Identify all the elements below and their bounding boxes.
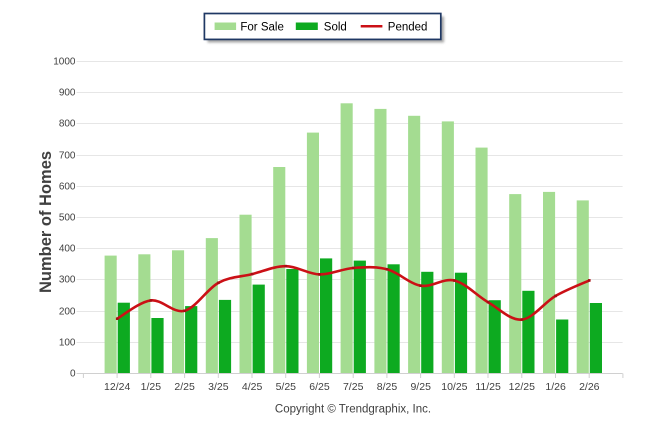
svg-text:1000: 1000 — [53, 57, 76, 68]
svg-text:Number of Homes: Number of Homes — [37, 151, 55, 293]
svg-text:2/26: 2/26 — [579, 381, 600, 393]
svg-text:4/25: 4/25 — [242, 381, 263, 393]
svg-text:600: 600 — [59, 182, 76, 193]
svg-text:100: 100 — [59, 338, 76, 349]
svg-text:Pended: Pended — [388, 22, 428, 34]
svg-text:500: 500 — [59, 213, 76, 224]
svg-text:2/25: 2/25 — [174, 381, 195, 393]
svg-text:12/25: 12/25 — [509, 381, 535, 393]
svg-text:700: 700 — [59, 151, 76, 162]
svg-text:12/24: 12/24 — [104, 381, 130, 393]
svg-text:200: 200 — [59, 307, 76, 318]
svg-text:Copyright © Trendgraphix, Inc.: Copyright © Trendgraphix, Inc. — [275, 404, 431, 416]
svg-text:6/25: 6/25 — [309, 381, 330, 393]
svg-text:11/25: 11/25 — [475, 381, 501, 393]
svg-text:5/25: 5/25 — [276, 381, 297, 393]
svg-text:400: 400 — [59, 244, 76, 255]
svg-text:3/25: 3/25 — [208, 381, 229, 393]
svg-text:8/25: 8/25 — [377, 381, 398, 393]
svg-text:Sold: Sold — [324, 22, 347, 34]
svg-text:7/25: 7/25 — [343, 381, 364, 393]
svg-text:0: 0 — [70, 369, 76, 380]
svg-text:1/25: 1/25 — [141, 381, 162, 393]
svg-text:1/26: 1/26 — [545, 381, 566, 393]
svg-text:9/25: 9/25 — [410, 381, 431, 393]
svg-text:900: 900 — [59, 88, 76, 99]
svg-text:800: 800 — [59, 119, 76, 130]
svg-text:For Sale: For Sale — [240, 22, 283, 34]
svg-text:10/25: 10/25 — [441, 381, 467, 393]
svg-text:300: 300 — [59, 275, 76, 286]
